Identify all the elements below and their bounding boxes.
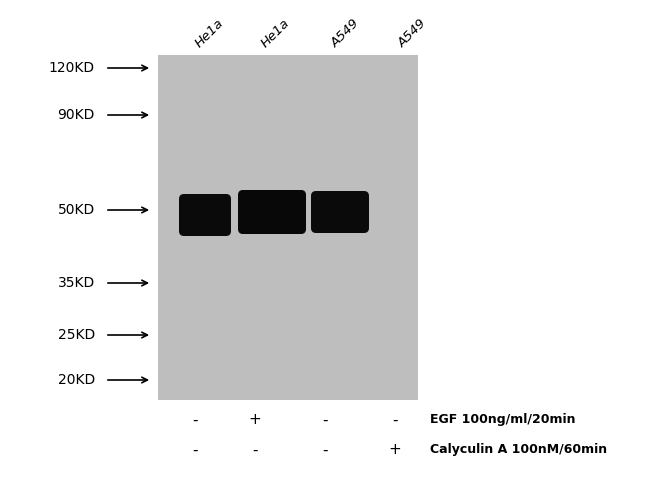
Text: -: - [192,443,198,457]
Text: He1a: He1a [259,17,292,50]
Text: EGF 100ng/ml/20min: EGF 100ng/ml/20min [430,413,575,427]
Text: 50KD: 50KD [58,203,95,217]
FancyBboxPatch shape [179,194,231,236]
Text: +: + [389,443,402,457]
Bar [158,55,418,400]
Text: Calyculin A 100nM/60min: Calyculin A 100nM/60min [430,444,607,456]
Text: -: - [192,412,198,428]
Text: -: - [252,443,258,457]
Text: 90KD: 90KD [58,108,95,122]
Text: He1a: He1a [193,17,226,50]
Text: -: - [392,412,398,428]
FancyBboxPatch shape [241,190,303,234]
Text: -: - [322,443,328,457]
Text: A549: A549 [396,17,429,50]
Text: 35KD: 35KD [58,276,95,290]
FancyBboxPatch shape [311,191,369,233]
Text: 25KD: 25KD [58,328,95,342]
FancyBboxPatch shape [238,190,306,234]
Text: 120KD: 120KD [49,61,95,75]
Text: -: - [322,412,328,428]
Text: +: + [248,412,261,428]
Text: A549: A549 [329,17,362,50]
Text: 20KD: 20KD [58,373,95,387]
